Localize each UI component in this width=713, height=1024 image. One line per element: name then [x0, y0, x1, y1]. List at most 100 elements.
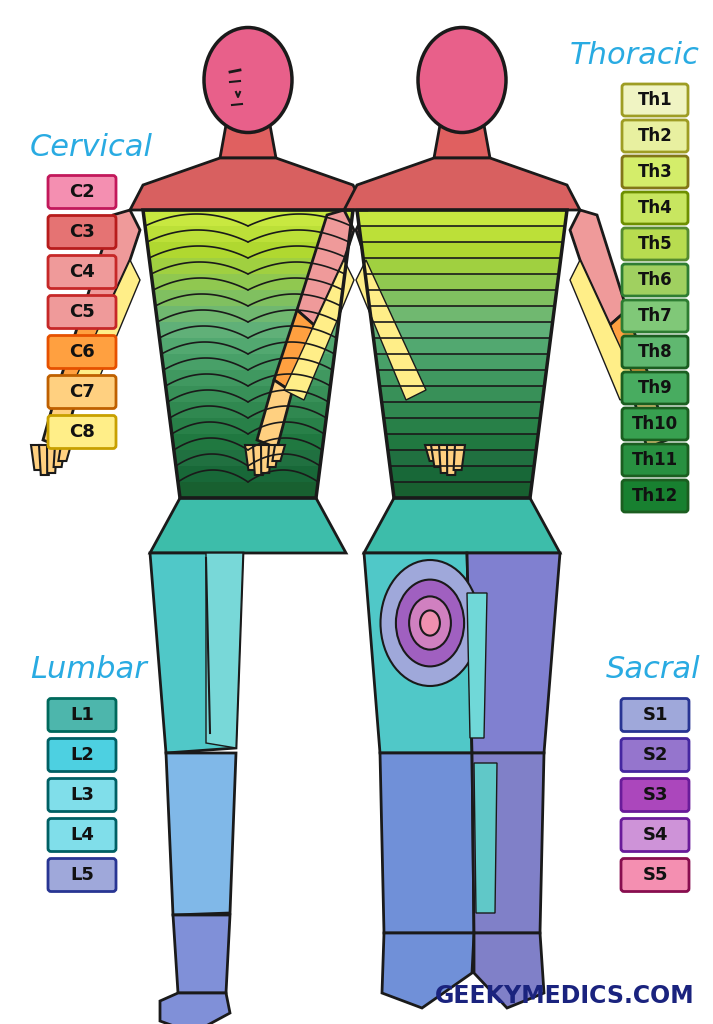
FancyBboxPatch shape: [48, 818, 116, 852]
FancyBboxPatch shape: [622, 444, 688, 476]
Polygon shape: [39, 445, 49, 475]
Text: S5: S5: [642, 866, 668, 884]
Polygon shape: [151, 274, 345, 290]
Polygon shape: [356, 260, 426, 400]
Polygon shape: [384, 418, 540, 434]
FancyBboxPatch shape: [622, 408, 688, 440]
Text: S1: S1: [642, 706, 668, 724]
Text: L1: L1: [70, 706, 94, 724]
Text: C3: C3: [69, 223, 95, 241]
FancyBboxPatch shape: [48, 215, 116, 249]
FancyBboxPatch shape: [48, 738, 116, 771]
Polygon shape: [150, 498, 346, 553]
Polygon shape: [570, 210, 627, 325]
Polygon shape: [390, 466, 534, 482]
Polygon shape: [253, 445, 263, 475]
Ellipse shape: [204, 28, 292, 132]
Polygon shape: [158, 322, 339, 338]
Polygon shape: [392, 482, 532, 498]
Polygon shape: [143, 210, 353, 226]
Polygon shape: [472, 753, 544, 933]
Polygon shape: [357, 210, 567, 226]
FancyBboxPatch shape: [622, 84, 688, 116]
FancyBboxPatch shape: [622, 480, 688, 512]
Polygon shape: [47, 445, 57, 473]
Polygon shape: [570, 260, 640, 400]
Polygon shape: [53, 445, 65, 467]
Polygon shape: [274, 310, 314, 392]
Polygon shape: [386, 434, 538, 450]
FancyBboxPatch shape: [48, 256, 116, 289]
Text: S2: S2: [642, 746, 668, 764]
Ellipse shape: [418, 28, 506, 132]
Text: L2: L2: [70, 746, 94, 764]
Polygon shape: [166, 753, 236, 915]
Polygon shape: [155, 306, 341, 322]
Polygon shape: [70, 260, 140, 400]
Polygon shape: [58, 445, 71, 461]
Polygon shape: [425, 445, 438, 461]
FancyBboxPatch shape: [48, 336, 116, 369]
Text: Cervical: Cervical: [30, 133, 153, 163]
Polygon shape: [356, 210, 413, 325]
Polygon shape: [163, 370, 332, 386]
FancyBboxPatch shape: [621, 698, 689, 731]
Polygon shape: [376, 354, 548, 370]
Polygon shape: [272, 445, 285, 461]
Polygon shape: [378, 370, 546, 386]
Text: GEEKYMEDICS.COM: GEEKYMEDICS.COM: [436, 984, 695, 1008]
Polygon shape: [661, 445, 671, 475]
FancyBboxPatch shape: [622, 156, 688, 188]
Polygon shape: [83, 210, 140, 325]
Polygon shape: [150, 553, 243, 753]
Polygon shape: [162, 354, 334, 370]
Polygon shape: [667, 445, 679, 470]
Polygon shape: [371, 322, 553, 338]
FancyBboxPatch shape: [622, 372, 688, 404]
Polygon shape: [365, 274, 559, 290]
FancyBboxPatch shape: [621, 738, 689, 771]
Polygon shape: [261, 445, 271, 473]
Polygon shape: [367, 290, 557, 306]
Polygon shape: [165, 386, 330, 402]
FancyBboxPatch shape: [622, 120, 688, 152]
Text: Thoracic: Thoracic: [570, 41, 700, 70]
FancyBboxPatch shape: [622, 336, 688, 368]
Polygon shape: [359, 226, 565, 242]
Polygon shape: [170, 418, 327, 434]
Polygon shape: [369, 306, 555, 322]
FancyBboxPatch shape: [48, 858, 116, 892]
FancyBboxPatch shape: [622, 300, 688, 332]
FancyBboxPatch shape: [48, 296, 116, 329]
Polygon shape: [174, 450, 322, 466]
FancyBboxPatch shape: [48, 175, 116, 209]
Text: Th7: Th7: [637, 307, 672, 325]
Ellipse shape: [396, 580, 464, 667]
Polygon shape: [168, 402, 328, 418]
Polygon shape: [474, 763, 497, 913]
Polygon shape: [31, 445, 42, 470]
Polygon shape: [447, 445, 457, 475]
Text: L3: L3: [70, 786, 94, 804]
Polygon shape: [434, 125, 490, 158]
Polygon shape: [467, 553, 560, 753]
Polygon shape: [297, 210, 354, 325]
Polygon shape: [206, 553, 243, 748]
FancyBboxPatch shape: [621, 858, 689, 892]
Polygon shape: [431, 445, 442, 467]
Ellipse shape: [420, 610, 440, 636]
Text: Th11: Th11: [632, 451, 678, 469]
Text: Th9: Th9: [637, 379, 672, 397]
FancyBboxPatch shape: [622, 264, 688, 296]
Polygon shape: [153, 290, 343, 306]
Polygon shape: [245, 445, 257, 470]
FancyBboxPatch shape: [48, 376, 116, 409]
Polygon shape: [363, 258, 561, 274]
Polygon shape: [418, 380, 453, 449]
Text: C2: C2: [69, 183, 95, 201]
Polygon shape: [388, 450, 536, 466]
Text: Th8: Th8: [637, 343, 672, 361]
Text: L4: L4: [70, 826, 94, 844]
Polygon shape: [381, 402, 543, 418]
Text: Th5: Th5: [637, 234, 672, 253]
